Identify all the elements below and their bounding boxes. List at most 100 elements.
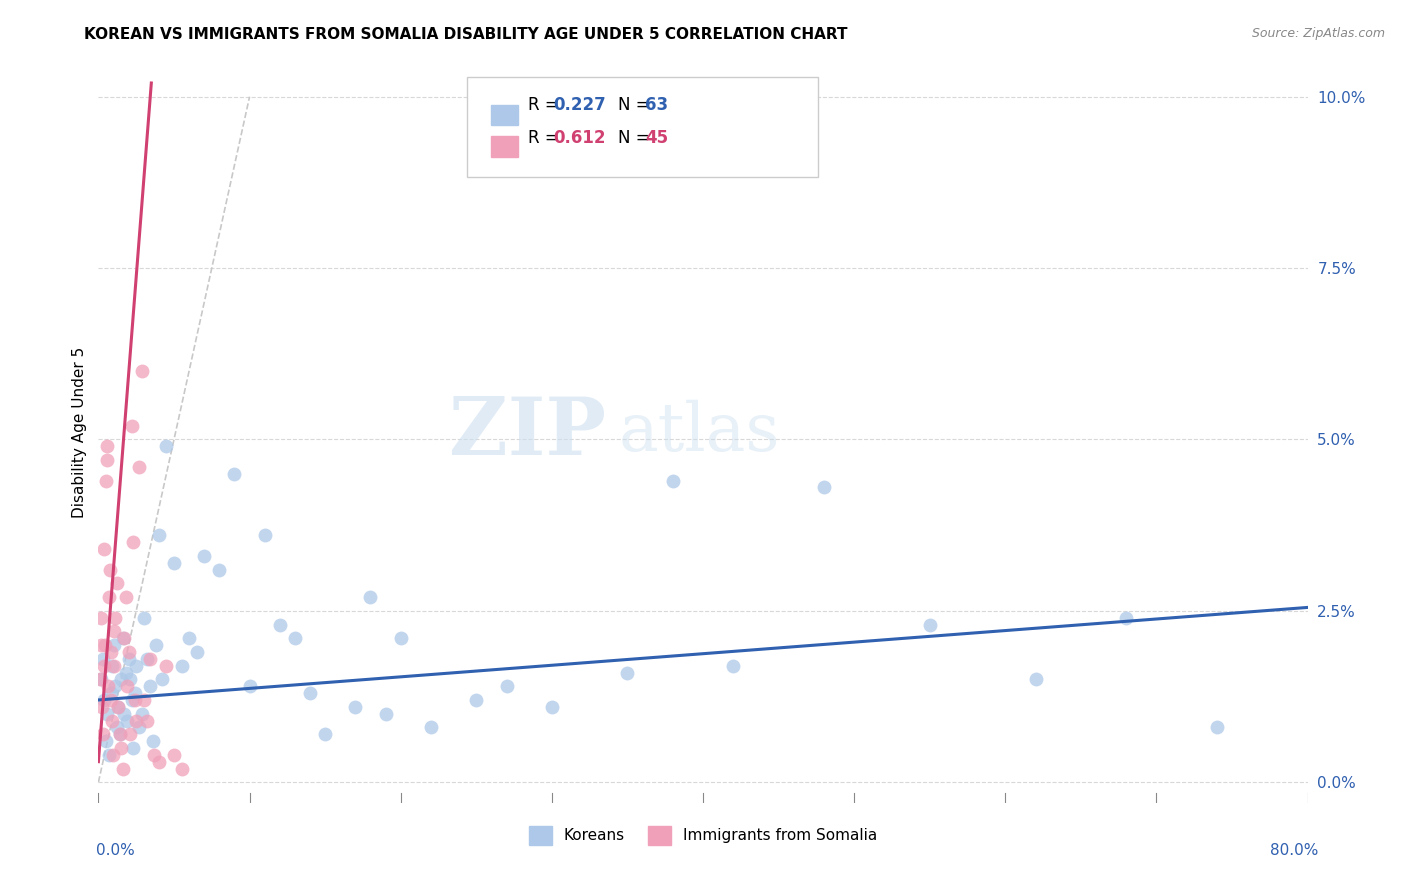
Point (125, 658, 148, 673)
Point (314, 727, 336, 741)
Point (128, 459, 150, 474)
Point (224, 467, 246, 481)
Point (723, 658, 745, 673)
Point (103, 624, 125, 639)
Point (121, 418, 143, 433)
Bar (492, 136, 517, 157)
Point (163, 556, 186, 570)
Point (170, 762, 193, 776)
Text: R =: R = (527, 95, 564, 114)
Text: atlas: atlas (619, 400, 780, 466)
Point (105, 576, 128, 591)
Point (96, 439, 118, 453)
Point (94, 474, 117, 488)
Point (111, 762, 134, 776)
Point (111, 632, 134, 646)
Point (104, 610, 127, 624)
Point (155, 658, 177, 673)
Point (208, 563, 231, 577)
Point (186, 645, 208, 659)
Point (131, 364, 153, 378)
Point (91, 699, 114, 714)
Point (94, 638, 117, 652)
Point (360, 590, 382, 604)
Point (661, 474, 683, 488)
Point (155, 439, 177, 453)
Point (108, 727, 131, 741)
Point (93, 693, 115, 707)
Point (93, 542, 115, 557)
Point (121, 693, 143, 707)
Point (135, 714, 157, 728)
Point (1206, 720, 1229, 734)
Point (124, 686, 146, 700)
Point (103, 638, 125, 652)
Point (100, 686, 122, 700)
Point (115, 714, 138, 728)
Point (115, 679, 138, 693)
Point (125, 714, 148, 728)
Point (163, 747, 186, 762)
Point (170, 658, 193, 673)
Point (94, 734, 117, 748)
Point (131, 706, 153, 721)
Point (108, 727, 131, 741)
Point (90, 673, 112, 687)
Point (105, 720, 128, 734)
Point (110, 741, 132, 756)
Point (103, 658, 125, 673)
Point (540, 699, 562, 714)
Point (132, 693, 155, 707)
Point (253, 528, 276, 542)
Point (104, 679, 127, 693)
Point (1024, 673, 1046, 687)
Point (101, 658, 124, 673)
Point (128, 720, 150, 734)
Point (143, 747, 166, 762)
Point (495, 679, 517, 693)
Point (239, 679, 262, 693)
Point (110, 673, 132, 687)
Text: 0.227: 0.227 (553, 95, 606, 114)
Point (118, 645, 141, 659)
Point (100, 645, 122, 659)
Text: Source: ZipAtlas.com: Source: ZipAtlas.com (1251, 27, 1385, 40)
Point (179, 632, 201, 646)
Text: ZIP: ZIP (450, 393, 606, 472)
Point (142, 734, 165, 748)
Point (98, 747, 121, 762)
Point (148, 755, 170, 769)
Text: R =: R = (527, 129, 564, 147)
FancyBboxPatch shape (467, 78, 818, 178)
Point (114, 665, 136, 680)
Point (98, 563, 121, 577)
Bar (492, 104, 517, 126)
Text: 63: 63 (645, 95, 668, 114)
Point (148, 528, 170, 542)
Point (122, 741, 145, 756)
Point (193, 549, 215, 563)
Point (97, 679, 120, 693)
Point (284, 632, 307, 646)
Text: KOREAN VS IMMIGRANTS FROM SOMALIA DISABILITY AGE UNDER 5 CORRELATION CHART: KOREAN VS IMMIGRANTS FROM SOMALIA DISABI… (84, 27, 848, 42)
Point (96, 706, 118, 721)
Text: 0.0%: 0.0% (96, 843, 135, 858)
Point (90, 638, 112, 652)
Text: 0.612: 0.612 (553, 129, 606, 147)
Point (107, 699, 129, 714)
Point (91, 652, 114, 666)
Point (1115, 610, 1137, 624)
Text: 80.0%: 80.0% (1271, 843, 1319, 858)
Point (135, 652, 157, 666)
Point (118, 652, 141, 666)
Text: N =: N = (619, 95, 655, 114)
Point (299, 686, 322, 700)
Point (122, 535, 145, 549)
Point (112, 632, 135, 646)
Point (120, 673, 142, 687)
Point (269, 617, 291, 632)
Point (344, 699, 367, 714)
Point (112, 706, 135, 721)
Point (420, 720, 443, 734)
Point (120, 727, 142, 741)
